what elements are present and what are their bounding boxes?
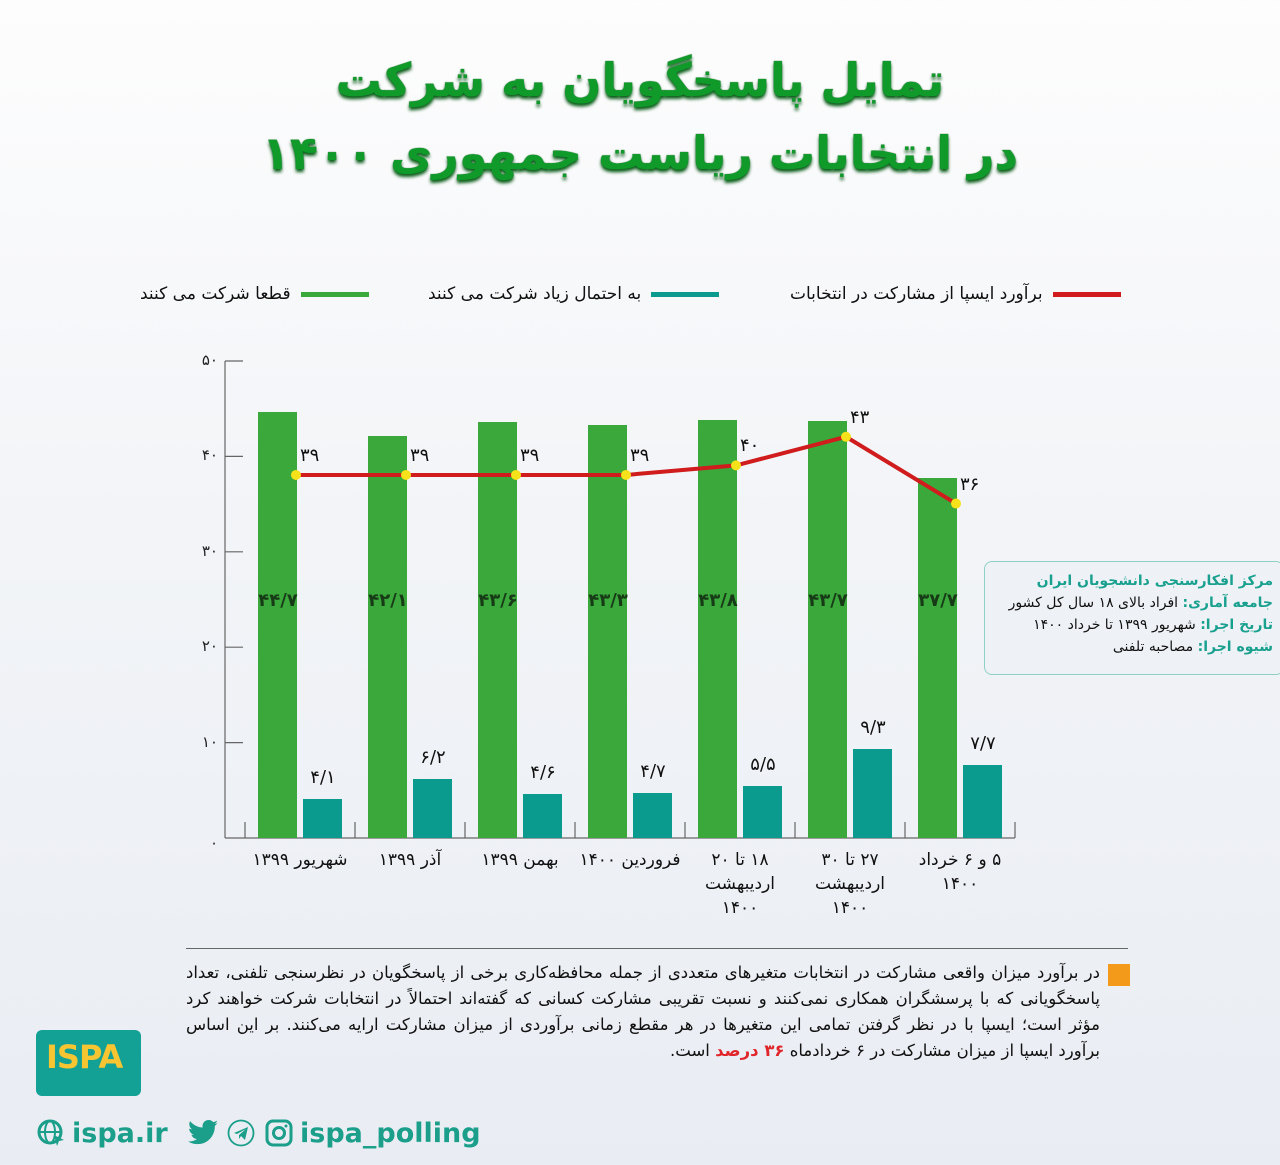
legend-label-likely: به احتمال زیاد شرکت می کنند bbox=[428, 284, 642, 304]
bar-likely bbox=[853, 749, 892, 838]
website-text: ispa.ir bbox=[72, 1117, 168, 1149]
y-tick-label: ۰ bbox=[209, 834, 218, 852]
chart-title-line2: در انتخابات ریاست جمهوری ۱۴۰۰ bbox=[261, 126, 1019, 180]
estimate-point bbox=[731, 460, 741, 471]
estimate-label: ۳۹ bbox=[520, 444, 540, 466]
bar-likely bbox=[523, 794, 562, 838]
bar-likely bbox=[633, 793, 672, 838]
bar-likely bbox=[303, 798, 342, 838]
footnote-highlight: ۳۶ درصد bbox=[715, 1041, 785, 1060]
footnote-end: است. bbox=[670, 1041, 716, 1060]
date-value: شهریور ۱۳۹۹ تا خرداد ۱۴۰۰ bbox=[1033, 617, 1196, 633]
bar-definitely-label: ۴۲/۱ bbox=[368, 590, 408, 611]
x-axis-label: بهمن ۱۳۹۹ bbox=[481, 850, 559, 870]
y-tick-label: ۲۰ bbox=[201, 637, 218, 656]
legend-swatch-teal bbox=[651, 291, 720, 297]
bar-definitely bbox=[368, 436, 407, 838]
x-axis-label: ۵ و ۶ خرداد ۱۴۰۰ bbox=[918, 850, 1002, 894]
footnote: در برآورد میزان واقعی مشارکت در انتخابات… bbox=[186, 960, 1100, 1064]
social-handle[interactable]: ispa_polling bbox=[300, 1117, 481, 1149]
estimate-label: ۴۳ bbox=[850, 406, 870, 428]
bar-definitely bbox=[918, 478, 957, 838]
estimate-label: ۳۹ bbox=[630, 444, 650, 466]
estimate-point bbox=[951, 498, 961, 509]
x-axis-label: آذر ۱۳۹۹ bbox=[378, 850, 442, 870]
estimate-point bbox=[291, 469, 301, 480]
legend-swatch-red bbox=[1052, 291, 1121, 297]
estimate-point bbox=[841, 431, 851, 442]
bar-definitely-label: ۴۳/۷ bbox=[808, 590, 848, 611]
x-axis-label: فروردین ۱۴۰۰ bbox=[579, 850, 681, 870]
estimate-label: ۳۶ bbox=[960, 473, 980, 495]
bar-definitely-label: ۴۳/۳ bbox=[588, 590, 628, 611]
estimate-point bbox=[621, 469, 631, 480]
legend-item-definitely: قطعا شرکت می کنند bbox=[140, 280, 369, 308]
globe-icon bbox=[37, 1119, 64, 1146]
x-axis-label: ۲۷ تا ۳۰ اردیبهشت ۱۴۰۰ bbox=[814, 850, 886, 918]
estimate-label: ۴۰ bbox=[740, 435, 760, 457]
divider bbox=[186, 948, 1128, 949]
survey-info-box: مرکز افکارسنجی دانشجویان ایران جامعه آما… bbox=[984, 561, 1280, 675]
bar-likely-label: ۹/۳ bbox=[860, 717, 886, 739]
population-key: جامعه آماری: bbox=[1182, 595, 1274, 611]
chart-axes bbox=[224, 360, 1016, 839]
date-key: تاریخ اجرا: bbox=[1200, 617, 1273, 633]
bar-definitely-label: ۴۳/۶ bbox=[478, 590, 518, 611]
twitter-icon[interactable] bbox=[186, 1118, 220, 1148]
note-bullet-icon bbox=[1108, 964, 1130, 986]
bar-likely bbox=[413, 778, 452, 838]
y-tick-label: ۱۰ bbox=[201, 732, 218, 751]
bar-likely bbox=[963, 764, 1002, 838]
legend-item-likely: به احتمال زیاد شرکت می کنند bbox=[428, 280, 720, 308]
footnote-text: در برآورد میزان واقعی مشارکت در انتخابات… bbox=[186, 963, 1100, 1060]
bar-definitely bbox=[698, 420, 737, 838]
population-value: افراد بالای ۱۸ سال کل کشور bbox=[1008, 595, 1179, 611]
social-links: ispa_polling bbox=[186, 1115, 481, 1151]
bar-line-chart: ۰ ۱۰ ۲۰ ۳۰ ۴۰ ۵۰ ۴۴/۷ ۴/۱ شهریور ۱۳۹۹ ۴۲/۱ ۶/۲ آذر … bbox=[201, 351, 1016, 918]
website-link[interactable]: ispa.ir bbox=[36, 1115, 168, 1151]
bar-definitely bbox=[478, 422, 517, 838]
x-axis-label: ۱۸ تا ۲۰ اردیبهشت ۱۴۰۰ bbox=[704, 850, 776, 918]
bar-likely-label: ۶/۲ bbox=[420, 746, 446, 768]
bar-likely-label: ۵/۵ bbox=[750, 753, 776, 775]
bar-likely-label: ۴/۶ bbox=[530, 762, 556, 784]
y-tick-label: ۵۰ bbox=[201, 351, 218, 369]
bar-definitely-label: ۴۳/۸ bbox=[698, 590, 738, 611]
legend-swatch-green bbox=[300, 291, 369, 297]
estimate-label: ۳۹ bbox=[410, 444, 430, 466]
bar-likely bbox=[743, 785, 782, 838]
estimate-point bbox=[511, 469, 521, 480]
bar-likely-label: ۴/۷ bbox=[640, 761, 666, 783]
estimate-label: ۳۹ bbox=[300, 444, 320, 466]
chart-title-line1: تمایل پاسخگویان به شرکت bbox=[335, 53, 945, 107]
telegram-icon[interactable] bbox=[226, 1118, 256, 1148]
legend-item-estimate: برآورد ایسپا از مشارکت در انتخابات bbox=[790, 280, 1121, 308]
bar-definitely bbox=[258, 411, 297, 838]
method-value: مصاحبه تلفنی bbox=[1112, 639, 1194, 655]
method-key: شیوه اجرا: bbox=[1197, 639, 1273, 655]
bar-definitely-label: ۴۴/۷ bbox=[258, 590, 298, 611]
estimate-point bbox=[401, 469, 411, 480]
bar-likely-label: ۷/۷ bbox=[970, 732, 996, 754]
bar-definitely bbox=[808, 421, 847, 838]
bar-likely-label: ۴/۱ bbox=[310, 766, 336, 788]
estimate-line bbox=[291, 431, 961, 509]
ispa-logo: ISPA bbox=[36, 1030, 141, 1096]
y-tick-label: ۳۰ bbox=[201, 541, 218, 560]
legend-label-estimate: برآورد ایسپا از مشارکت در انتخابات bbox=[790, 284, 1043, 304]
bar-definitely-label: ۳۷/۷ bbox=[918, 590, 958, 611]
y-tick-label: ۴۰ bbox=[201, 446, 218, 465]
legend-label-definitely: قطعا شرکت می کنند bbox=[140, 284, 291, 304]
x-axis-label: شهریور ۱۳۹۹ bbox=[252, 850, 348, 870]
bar-definitely bbox=[588, 424, 627, 838]
org-name: مرکز افکارسنجی دانشجویان ایران bbox=[1036, 573, 1273, 589]
logo-text: ISPA bbox=[46, 1038, 123, 1076]
instagram-icon[interactable] bbox=[264, 1118, 294, 1148]
